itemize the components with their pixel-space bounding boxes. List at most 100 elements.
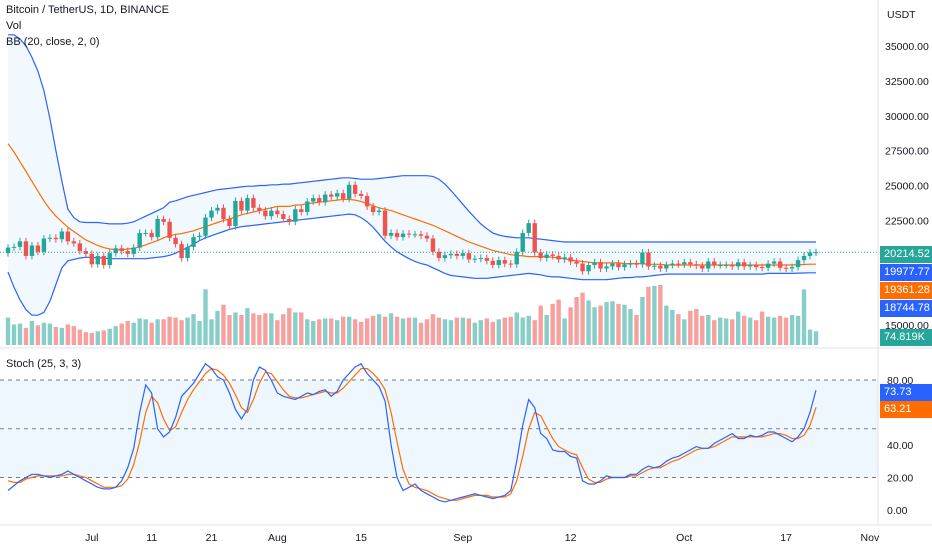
candle-body (496, 260, 501, 266)
price-tick: 25000.00 (885, 181, 929, 193)
volume-bar (17, 323, 23, 345)
time-tick: Sep (454, 532, 473, 544)
candle-body (334, 193, 340, 197)
volume-bar (293, 312, 298, 345)
candle-body (795, 260, 801, 268)
volume-bar (275, 320, 280, 345)
candle-body (550, 254, 555, 256)
candle-body (311, 198, 316, 202)
bb-legend[interactable]: BB (20, close, 2, 0) (6, 36, 100, 48)
candle-body (209, 210, 214, 218)
volume-bar (682, 319, 687, 345)
candle-body (269, 210, 274, 217)
volume-bar (616, 303, 621, 345)
candle-body (436, 251, 442, 259)
candle-body (340, 193, 346, 199)
candle-body (239, 200, 244, 211)
currency-label: USDT (887, 9, 916, 21)
volume-bar (712, 320, 717, 345)
volume-bar (700, 315, 705, 345)
bb-basis-line (7, 143, 816, 266)
candle-body (490, 260, 495, 266)
candle-body (628, 263, 633, 265)
volume-bar (622, 304, 627, 345)
volume-bar (436, 317, 442, 345)
volume-bar (730, 319, 735, 345)
candle-body (299, 209, 304, 213)
volume-bar (610, 301, 615, 345)
volume-bar (376, 314, 382, 345)
volume-bar (807, 329, 813, 345)
candle-body (700, 265, 705, 269)
candle-body (65, 231, 71, 242)
candle-body (472, 258, 478, 260)
candle-body (424, 235, 430, 239)
candle-body (526, 223, 531, 233)
stoch-d-badge: 63.21 (880, 401, 932, 418)
volume-bar (287, 308, 292, 345)
candle-body (400, 233, 406, 238)
candle-body (580, 263, 585, 272)
volume-bar (472, 322, 478, 345)
volume-bar (95, 331, 100, 345)
candle-body (688, 262, 693, 265)
time-tick: Aug (268, 532, 287, 544)
candle-body (203, 217, 208, 236)
volume-bar (185, 317, 190, 345)
candle-body (185, 246, 190, 259)
candle-body (430, 238, 436, 252)
last-price-badge: 20214.52 (880, 246, 932, 263)
volume-bar (233, 312, 238, 345)
candle-body (682, 262, 687, 265)
candle-body (275, 210, 280, 215)
volume-bar (107, 328, 112, 345)
candle-body (694, 264, 699, 266)
volume-bar (538, 305, 543, 345)
volume-bar (735, 311, 741, 345)
volume-bar (718, 317, 723, 345)
candle-body (478, 258, 484, 260)
candle-body (670, 263, 675, 266)
volume-bar (562, 318, 567, 345)
candle-body (586, 265, 591, 272)
price-tick: 35000.00 (885, 41, 929, 53)
volume-bar (41, 322, 47, 345)
candle-body (753, 265, 759, 268)
volume-bar (203, 289, 208, 345)
time-tick: Oct (676, 532, 692, 544)
candle-body (502, 260, 507, 264)
stoch-legend[interactable]: Stoch (25, 3, 3) (6, 358, 82, 370)
volume-bar (724, 318, 729, 345)
volume-bar (71, 326, 77, 345)
candle-body (568, 257, 573, 262)
candle-body (783, 267, 789, 269)
candle-body (89, 253, 94, 265)
volume-bar (424, 319, 430, 345)
stoch-k-line (7, 362, 817, 503)
candle-body (47, 237, 53, 239)
time-tick: 12 (565, 532, 577, 544)
volume-bar (305, 319, 310, 345)
candle-body (257, 207, 262, 211)
volume-bar (197, 321, 202, 345)
volume-bar (508, 316, 513, 345)
volume-legend[interactable]: Vol (6, 20, 22, 32)
candle-body (358, 193, 364, 196)
volume-bar (221, 304, 226, 345)
stoch-tick: 20.00 (887, 473, 913, 485)
symbol-title[interactable]: Bitcoin / TetherUS, 1D, BINANCE (6, 4, 170, 16)
candle-body (155, 218, 160, 238)
candle-body (388, 232, 394, 236)
candle-body (741, 262, 747, 267)
price-tick: 32500.00 (885, 76, 929, 88)
candle-body (161, 218, 166, 222)
volume-bar (628, 309, 633, 345)
candle-body (592, 262, 597, 266)
candle-body (191, 237, 196, 247)
candle-body (658, 265, 663, 269)
candle-body (574, 261, 579, 264)
candle-body (59, 231, 65, 240)
volume-bar (101, 330, 106, 345)
volume-bar (125, 321, 130, 345)
